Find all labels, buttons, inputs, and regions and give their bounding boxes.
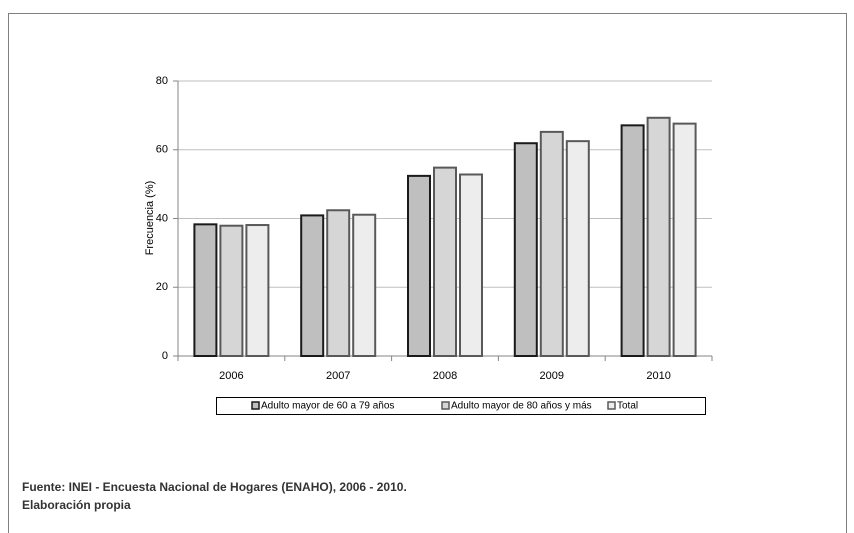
bar xyxy=(326,209,351,357)
legend-label: Adulto mayor de 80 años y más xyxy=(451,401,592,412)
bar xyxy=(459,173,483,357)
legend-box xyxy=(216,397,706,415)
x-tick-label: 2008 xyxy=(433,370,457,382)
bar xyxy=(620,124,645,357)
frame xyxy=(8,13,847,533)
bar xyxy=(539,130,564,357)
credit-note: Elaboración propia xyxy=(22,498,131,512)
bar xyxy=(245,224,270,357)
bar xyxy=(565,140,590,357)
bar xyxy=(193,223,218,357)
bar xyxy=(646,116,671,357)
legend-label: Total xyxy=(617,401,638,412)
x-tick-label: 2006 xyxy=(219,370,243,382)
bar xyxy=(672,122,697,357)
bar xyxy=(300,214,325,357)
bar xyxy=(433,166,457,357)
y-axis-label: Frecuencia (%) xyxy=(144,181,156,256)
source-note: Fuente: INEI - Encuesta Nacional de Hoga… xyxy=(22,480,407,494)
bar xyxy=(513,142,538,357)
legend-swatch xyxy=(251,401,260,410)
y-tick-label: 80 xyxy=(156,75,168,87)
y-tick-label: 20 xyxy=(156,281,168,293)
legend-swatch xyxy=(607,401,616,410)
y-tick-label: 60 xyxy=(156,144,168,156)
y-tick-label: 40 xyxy=(156,212,168,224)
bar xyxy=(219,224,244,357)
legend-swatch xyxy=(441,401,450,410)
bar xyxy=(407,174,431,357)
y-tick-label: 0 xyxy=(162,350,168,362)
x-tick-label: 2007 xyxy=(326,370,350,382)
x-tick-label: 2009 xyxy=(540,370,564,382)
bar xyxy=(352,213,377,357)
x-tick-label: 2010 xyxy=(646,370,670,382)
legend-label: Adulto mayor de 60 a 79 años xyxy=(261,401,394,412)
